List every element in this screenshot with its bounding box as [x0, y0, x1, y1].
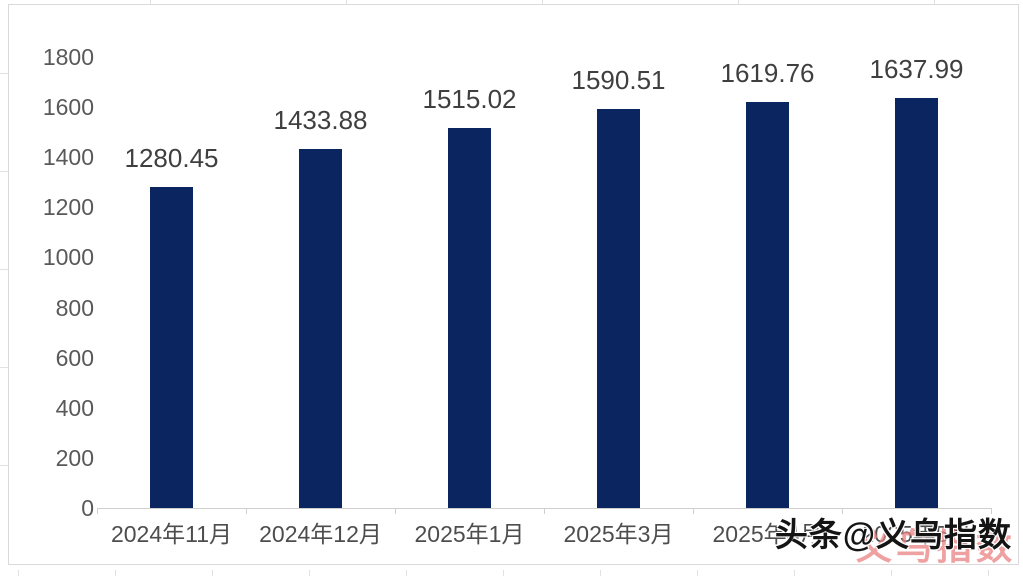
- x-axis-tick-mark: [693, 508, 694, 514]
- gridline-stub: [503, 570, 504, 576]
- bar-2024年11月[interactable]: [150, 187, 193, 508]
- y-axis-tick-label: 200: [55, 444, 94, 471]
- watermark: 义乌指数 头条@义乌指数: [774, 508, 1012, 567]
- gridline-stub: [891, 570, 892, 576]
- x-axis-tick-mark: [97, 508, 98, 514]
- watermark-text: 头条@义乌指数: [774, 516, 1012, 553]
- x-axis-tick-mark: [246, 508, 247, 514]
- y-axis-tick-label: 1400: [42, 144, 94, 171]
- gridline-stub: [738, 0, 739, 4]
- y-axis-tick-label: 1200: [42, 194, 94, 221]
- x-axis-tick-mark: [842, 508, 843, 514]
- bar-2025年5月[interactable]: [895, 97, 938, 508]
- bar-value-label: 1515.02: [422, 84, 517, 115]
- gridline-stub: [542, 0, 543, 4]
- x-axis-category-label: 2025年3月: [563, 521, 674, 547]
- x-axis-category-label: 2024年11月: [110, 521, 233, 547]
- gridline-stub: [0, 171, 8, 172]
- gridline-stub: [0, 73, 8, 74]
- gridline-stub: [0, 465, 8, 466]
- x-axis-category-label: 2025年4月: [712, 521, 823, 547]
- x-axis-category-label: 2024年12月: [259, 521, 382, 547]
- x-axis-tick-mark: [395, 508, 396, 514]
- gridline-stub: [794, 570, 795, 576]
- watermark-echo-text: 义乌指数: [855, 526, 1016, 567]
- gridline-stub: [309, 570, 310, 576]
- gridline-stub: [18, 570, 19, 576]
- gridline-stub: [115, 570, 116, 576]
- y-axis-tick-label: 400: [55, 394, 94, 421]
- bar-value-label: 1280.45: [124, 143, 219, 174]
- bar-2025年1月[interactable]: [448, 128, 491, 508]
- bar-value-label: 1637.99: [869, 53, 964, 84]
- y-axis-tick-label: 1000: [42, 244, 94, 271]
- gridline-stub: [150, 0, 151, 4]
- bar-value-label: 1619.76: [720, 58, 815, 89]
- bar-2025年4月[interactable]: [746, 102, 789, 508]
- y-axis-tick-label: 1800: [42, 44, 94, 70]
- x-axis-category-label: 2025年5月: [861, 521, 972, 547]
- bar-value-label: 1433.88: [273, 104, 368, 135]
- x-axis-tick-mark: [544, 508, 545, 514]
- bar-2025年3月[interactable]: [597, 109, 640, 508]
- y-axis-tick-label: 1600: [42, 94, 94, 121]
- x-axis-tick-mark: [991, 508, 992, 514]
- gridline-stub: [212, 570, 213, 576]
- gridline-stub: [697, 570, 698, 576]
- chart-area[interactable]: 0 200 400 600 800 1000 1200 1400 1600 1800 1280.45…: [8, 4, 1019, 567]
- bar-value-label: 1590.51: [571, 65, 666, 96]
- gridline-stub: [934, 0, 935, 4]
- gridline-stub: [346, 0, 347, 4]
- gridline-stub: [988, 570, 989, 576]
- y-axis-tick-label: 800: [55, 294, 94, 321]
- bar-2024年12月[interactable]: [299, 148, 342, 508]
- gridline-stub: [0, 367, 8, 368]
- gridline-stub: [600, 570, 601, 576]
- x-axis-category-label: 2025年1月: [414, 521, 525, 547]
- y-axis-tick-label: 600: [55, 344, 94, 371]
- gridline-stub: [406, 570, 407, 576]
- y-axis-tick-label: 0: [81, 495, 94, 521]
- gridline-stub: [0, 269, 8, 270]
